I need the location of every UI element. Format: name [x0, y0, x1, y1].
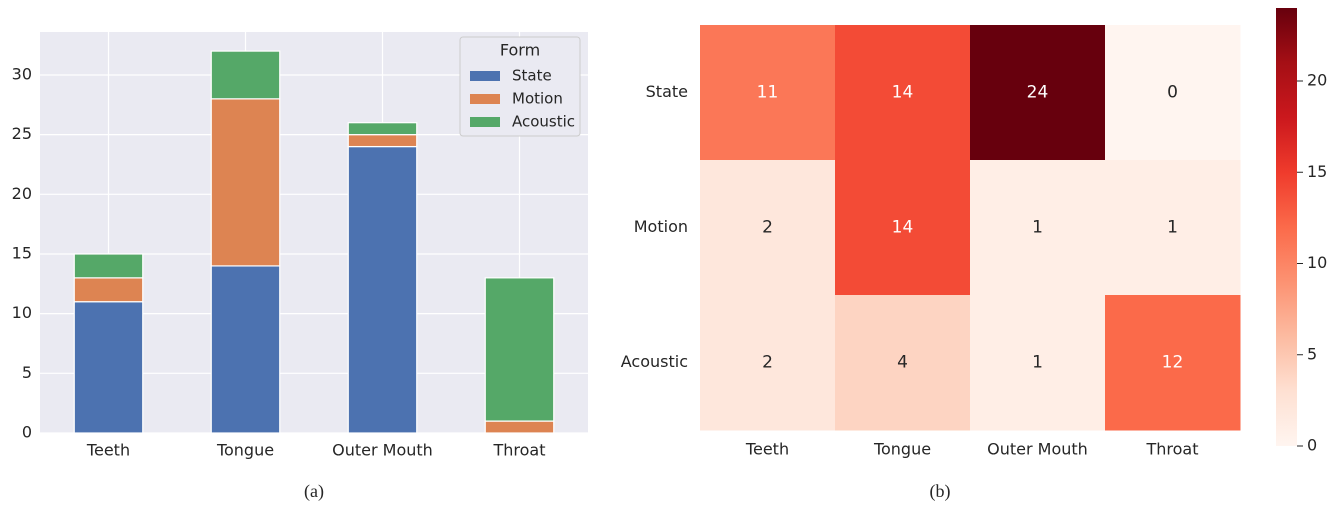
heatmap-cell — [835, 295, 971, 431]
bar-segment — [210, 50, 281, 100]
colorbar-tick-label: 0 — [1307, 436, 1317, 455]
bar-segment — [210, 265, 281, 434]
x-tick-label: Throat — [1145, 440, 1198, 459]
bar-segment — [347, 134, 418, 148]
cell-label: 11 — [757, 83, 779, 103]
bar-segment — [484, 277, 555, 422]
cell-label: 1 — [1032, 218, 1043, 238]
legend-box — [459, 36, 581, 137]
cell-label: 12 — [1162, 353, 1184, 373]
bar-segment — [73, 277, 144, 303]
heatmap-cell — [835, 160, 971, 296]
colorbar — [1276, 8, 1297, 446]
x-tick-label: Outer Mouth — [987, 440, 1088, 459]
heatmap-cell — [700, 25, 836, 161]
bar-segment — [347, 122, 418, 136]
cell-label: 1 — [1032, 353, 1043, 373]
heatmap-cell — [970, 160, 1106, 296]
caption: (b) — [930, 481, 951, 502]
x-tick-label: Outer Mouth — [332, 441, 433, 460]
cell-label: 2 — [762, 218, 773, 238]
cell-label: 24 — [1027, 83, 1049, 103]
cell-label: 14 — [892, 218, 914, 238]
y-tick-label: Acoustic — [621, 352, 688, 371]
y-tick-label: 15 — [12, 243, 32, 262]
cell-label: 2 — [762, 353, 773, 373]
heatmap-cell — [970, 25, 1106, 161]
cell-label: 0 — [1167, 83, 1178, 103]
bar-segment — [484, 420, 555, 434]
x-tick-label: Teeth — [745, 440, 789, 459]
legend-title: Form — [500, 41, 540, 60]
x-tick-label: Teeth — [86, 441, 130, 460]
y-tick-label: State — [646, 82, 688, 101]
caption: (a) — [304, 481, 324, 502]
cell-label: 14 — [892, 83, 914, 103]
y-tick-label: 5 — [22, 363, 32, 382]
y-tick-label: 0 — [22, 423, 32, 442]
legend-label: Acoustic — [512, 113, 575, 131]
y-tick-label: 25 — [12, 124, 32, 143]
legend-swatch — [470, 94, 500, 104]
colorbar-tick-label: 15 — [1307, 162, 1327, 181]
heatmap-cell — [1105, 160, 1241, 296]
legend-label: Motion — [512, 90, 563, 108]
heatmap-cell — [1105, 25, 1241, 161]
bar-segment — [73, 301, 144, 434]
bar-segment — [210, 98, 281, 267]
bar-segment — [73, 253, 144, 279]
heatmap-cell — [970, 295, 1106, 431]
x-tick-label: Tongue — [216, 441, 274, 460]
heatmap-cell — [700, 160, 836, 296]
heatmap-cell — [835, 25, 971, 161]
colorbar-tick-label: 5 — [1307, 344, 1317, 363]
heatmap-cell — [1105, 295, 1241, 431]
y-tick-label: Motion — [634, 217, 688, 236]
colorbar-tick-label: 10 — [1307, 253, 1327, 272]
cell-label: 4 — [897, 353, 908, 373]
legend-swatch — [470, 117, 500, 127]
cell-label: 1 — [1167, 218, 1178, 238]
y-tick-label: 20 — [12, 184, 32, 203]
colorbar-tick-label: 20 — [1307, 71, 1327, 90]
bar-segment — [347, 145, 418, 434]
y-tick-label: 10 — [12, 303, 32, 322]
x-tick-label: Throat — [492, 441, 545, 460]
legend-swatch — [470, 71, 500, 81]
x-tick-label: Tongue — [873, 440, 931, 459]
legend-label: State — [512, 67, 552, 85]
y-tick-label: 30 — [12, 64, 32, 83]
heatmap-cell — [700, 295, 836, 431]
